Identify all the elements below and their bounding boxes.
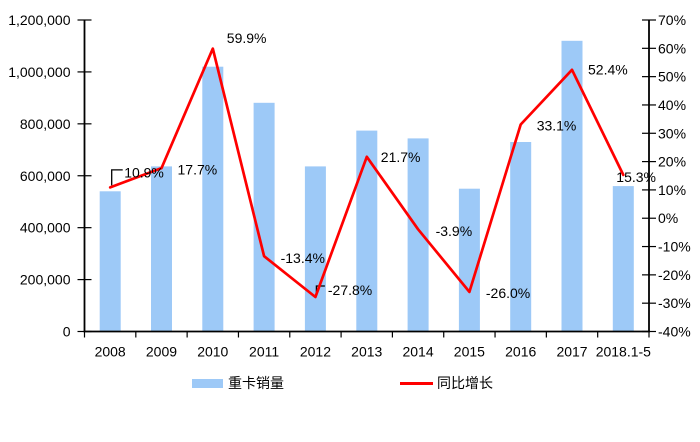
x-axis-label-2008: 2008 bbox=[95, 344, 126, 360]
label-leader-line bbox=[111, 169, 123, 186]
right-axis-label--10%: -10% bbox=[658, 239, 691, 255]
right-axis-label--20%: -20% bbox=[658, 267, 691, 283]
growth-label-2008: 10.9% bbox=[124, 164, 164, 180]
x-axis-label-2010: 2010 bbox=[197, 344, 228, 360]
sales-bar-2017 bbox=[561, 40, 583, 332]
left-axis-label-200,000: 200,000 bbox=[20, 272, 71, 288]
growth-line bbox=[108, 47, 625, 299]
right-axis-label-40%: 40% bbox=[658, 97, 686, 113]
growth-label-2012: -27.8% bbox=[328, 282, 372, 298]
growth-label-2011: -13.4% bbox=[281, 250, 325, 266]
sales-bar-2012 bbox=[304, 166, 326, 332]
sales-bar-2018.1-5 bbox=[612, 186, 634, 332]
left-axis-label-1,200,000: 1,200,000 bbox=[8, 12, 70, 28]
legend-label-yoy-growth: 同比增长 bbox=[437, 375, 493, 391]
growth-label-2010: 59.9% bbox=[227, 30, 267, 46]
x-axis-label-2011: 2011 bbox=[249, 344, 279, 360]
left-axis-label-0: 0 bbox=[63, 324, 71, 340]
left-axis-label-600,000: 600,000 bbox=[20, 168, 71, 184]
legend-item-yoy-growth: 同比增长 bbox=[400, 374, 493, 392]
sales-bar-2014 bbox=[407, 138, 429, 332]
right-axis-label-0%: 0% bbox=[658, 210, 678, 226]
growth-label-2013: 21.7% bbox=[381, 149, 421, 165]
sales-bar-2011 bbox=[253, 102, 275, 332]
legend-item-truck-sales: 重卡销量 bbox=[192, 374, 284, 392]
growth-label-2015: -26.0% bbox=[486, 285, 530, 301]
left-axis-label-400,000: 400,000 bbox=[20, 220, 71, 236]
right-axis-label-30%: 30% bbox=[658, 125, 686, 141]
sales-bar-2015 bbox=[458, 188, 480, 332]
x-axis-label-2012: 2012 bbox=[300, 344, 331, 360]
bar-swatch-icon bbox=[192, 378, 223, 388]
growth-label-2017: 52.4% bbox=[588, 61, 628, 77]
right-axis-label--40%: -40% bbox=[658, 324, 691, 340]
right-axis-label-70%: 70% bbox=[658, 12, 686, 28]
growth-label-2016: 33.1% bbox=[537, 118, 577, 134]
x-axis-label-2009: 2009 bbox=[146, 344, 177, 360]
left-axis-label-800,000: 800,000 bbox=[20, 116, 71, 132]
left-axis-label-1,000,000: 1,000,000 bbox=[8, 64, 70, 80]
legend-label-truck-sales: 重卡销量 bbox=[228, 375, 284, 391]
sales-bar-2010 bbox=[202, 66, 224, 332]
x-axis-label-2015: 2015 bbox=[454, 344, 485, 360]
growth-label-2018.1-5: 15.3% bbox=[616, 169, 656, 185]
x-axis-label-2018.1-5: 2018.1-5 bbox=[596, 344, 651, 360]
sales-bar-2013 bbox=[356, 130, 378, 332]
sales-bar-2008 bbox=[99, 191, 121, 332]
x-axis-label-2014: 2014 bbox=[402, 344, 433, 360]
right-axis-label-20%: 20% bbox=[658, 154, 686, 170]
x-axis-label-2016: 2016 bbox=[505, 344, 536, 360]
sales-bar-2009 bbox=[151, 166, 172, 332]
x-axis-label-2017: 2017 bbox=[556, 344, 587, 360]
right-axis-label-60%: 60% bbox=[658, 40, 686, 56]
line-swatch-icon bbox=[400, 381, 433, 385]
x-axis-label-2013: 2013 bbox=[351, 344, 382, 360]
right-axis-label-50%: 50% bbox=[658, 69, 686, 85]
sales-bar-2016 bbox=[510, 142, 532, 332]
right-axis-label-10%: 10% bbox=[658, 182, 686, 198]
growth-label-2014: -3.9% bbox=[436, 223, 473, 239]
right-axis-label--30%: -30% bbox=[658, 295, 691, 311]
growth-label-2009: 17.7% bbox=[178, 162, 218, 178]
